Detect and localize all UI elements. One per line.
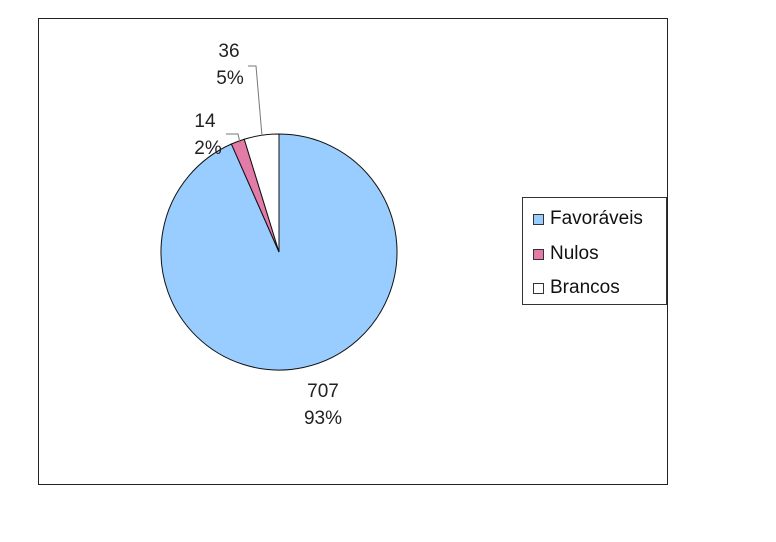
legend-item-nulos: Nulos: [533, 243, 599, 265]
percent-label-nulos: 2%: [194, 138, 222, 159]
percent-label-favoraveis: 93%: [304, 408, 342, 429]
value-label-brancos: 36: [218, 41, 239, 62]
leader-lines: [226, 65, 263, 144]
legend-swatch-brancos: [533, 282, 544, 294]
value-label-favoraveis: 707: [307, 381, 339, 402]
percent-label-brancos: 5%: [216, 68, 244, 89]
pie-slice-brancos: [243, 133, 280, 253]
legend-swatch-nulos: [533, 248, 544, 260]
legend-label-brancos: Brancos: [550, 277, 620, 298]
legend-label-favoraveis: Favoráveis: [550, 208, 643, 229]
legend-swatch-favoraveis: [533, 213, 544, 225]
pie-slices: [160, 133, 398, 371]
legend-item-brancos: Brancos: [533, 277, 620, 299]
legend-item-favoraveis: Favoráveis: [533, 208, 643, 230]
chart-legend: Favoráveis Nulos Brancos: [522, 197, 667, 305]
leader-line-brancos: [248, 65, 263, 137]
data-labels: 707 93% 14 2% 36 5%: [194, 41, 342, 429]
legend-label-nulos: Nulos: [550, 243, 599, 264]
value-label-nulos: 14: [194, 111, 216, 132]
leader-line-nulos: [226, 133, 241, 144]
